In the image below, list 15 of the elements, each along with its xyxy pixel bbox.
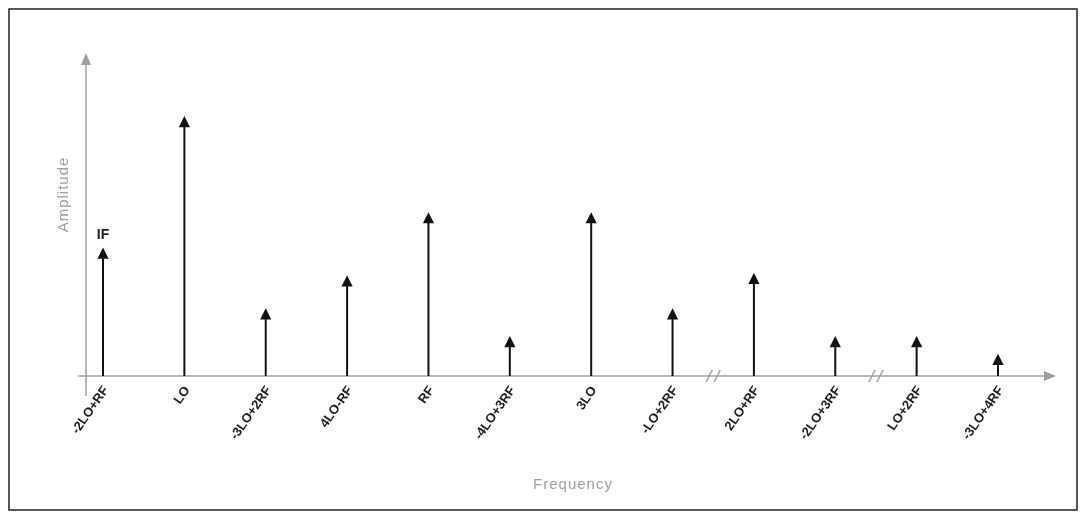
point — [666, 308, 679, 320]
x-tick-label: RF — [414, 383, 437, 406]
point — [422, 212, 435, 224]
point — [178, 116, 190, 128]
point — [585, 212, 597, 224]
x-axis-title: Frequency — [533, 475, 613, 492]
point — [97, 247, 109, 259]
y-axis-title: Amplitude — [54, 156, 71, 233]
point — [341, 275, 353, 287]
point — [748, 272, 760, 285]
annotation: IF — [96, 225, 110, 242]
point — [911, 336, 923, 348]
x-tick-label: LO — [170, 383, 193, 407]
point — [504, 336, 516, 348]
point — [992, 353, 1004, 366]
